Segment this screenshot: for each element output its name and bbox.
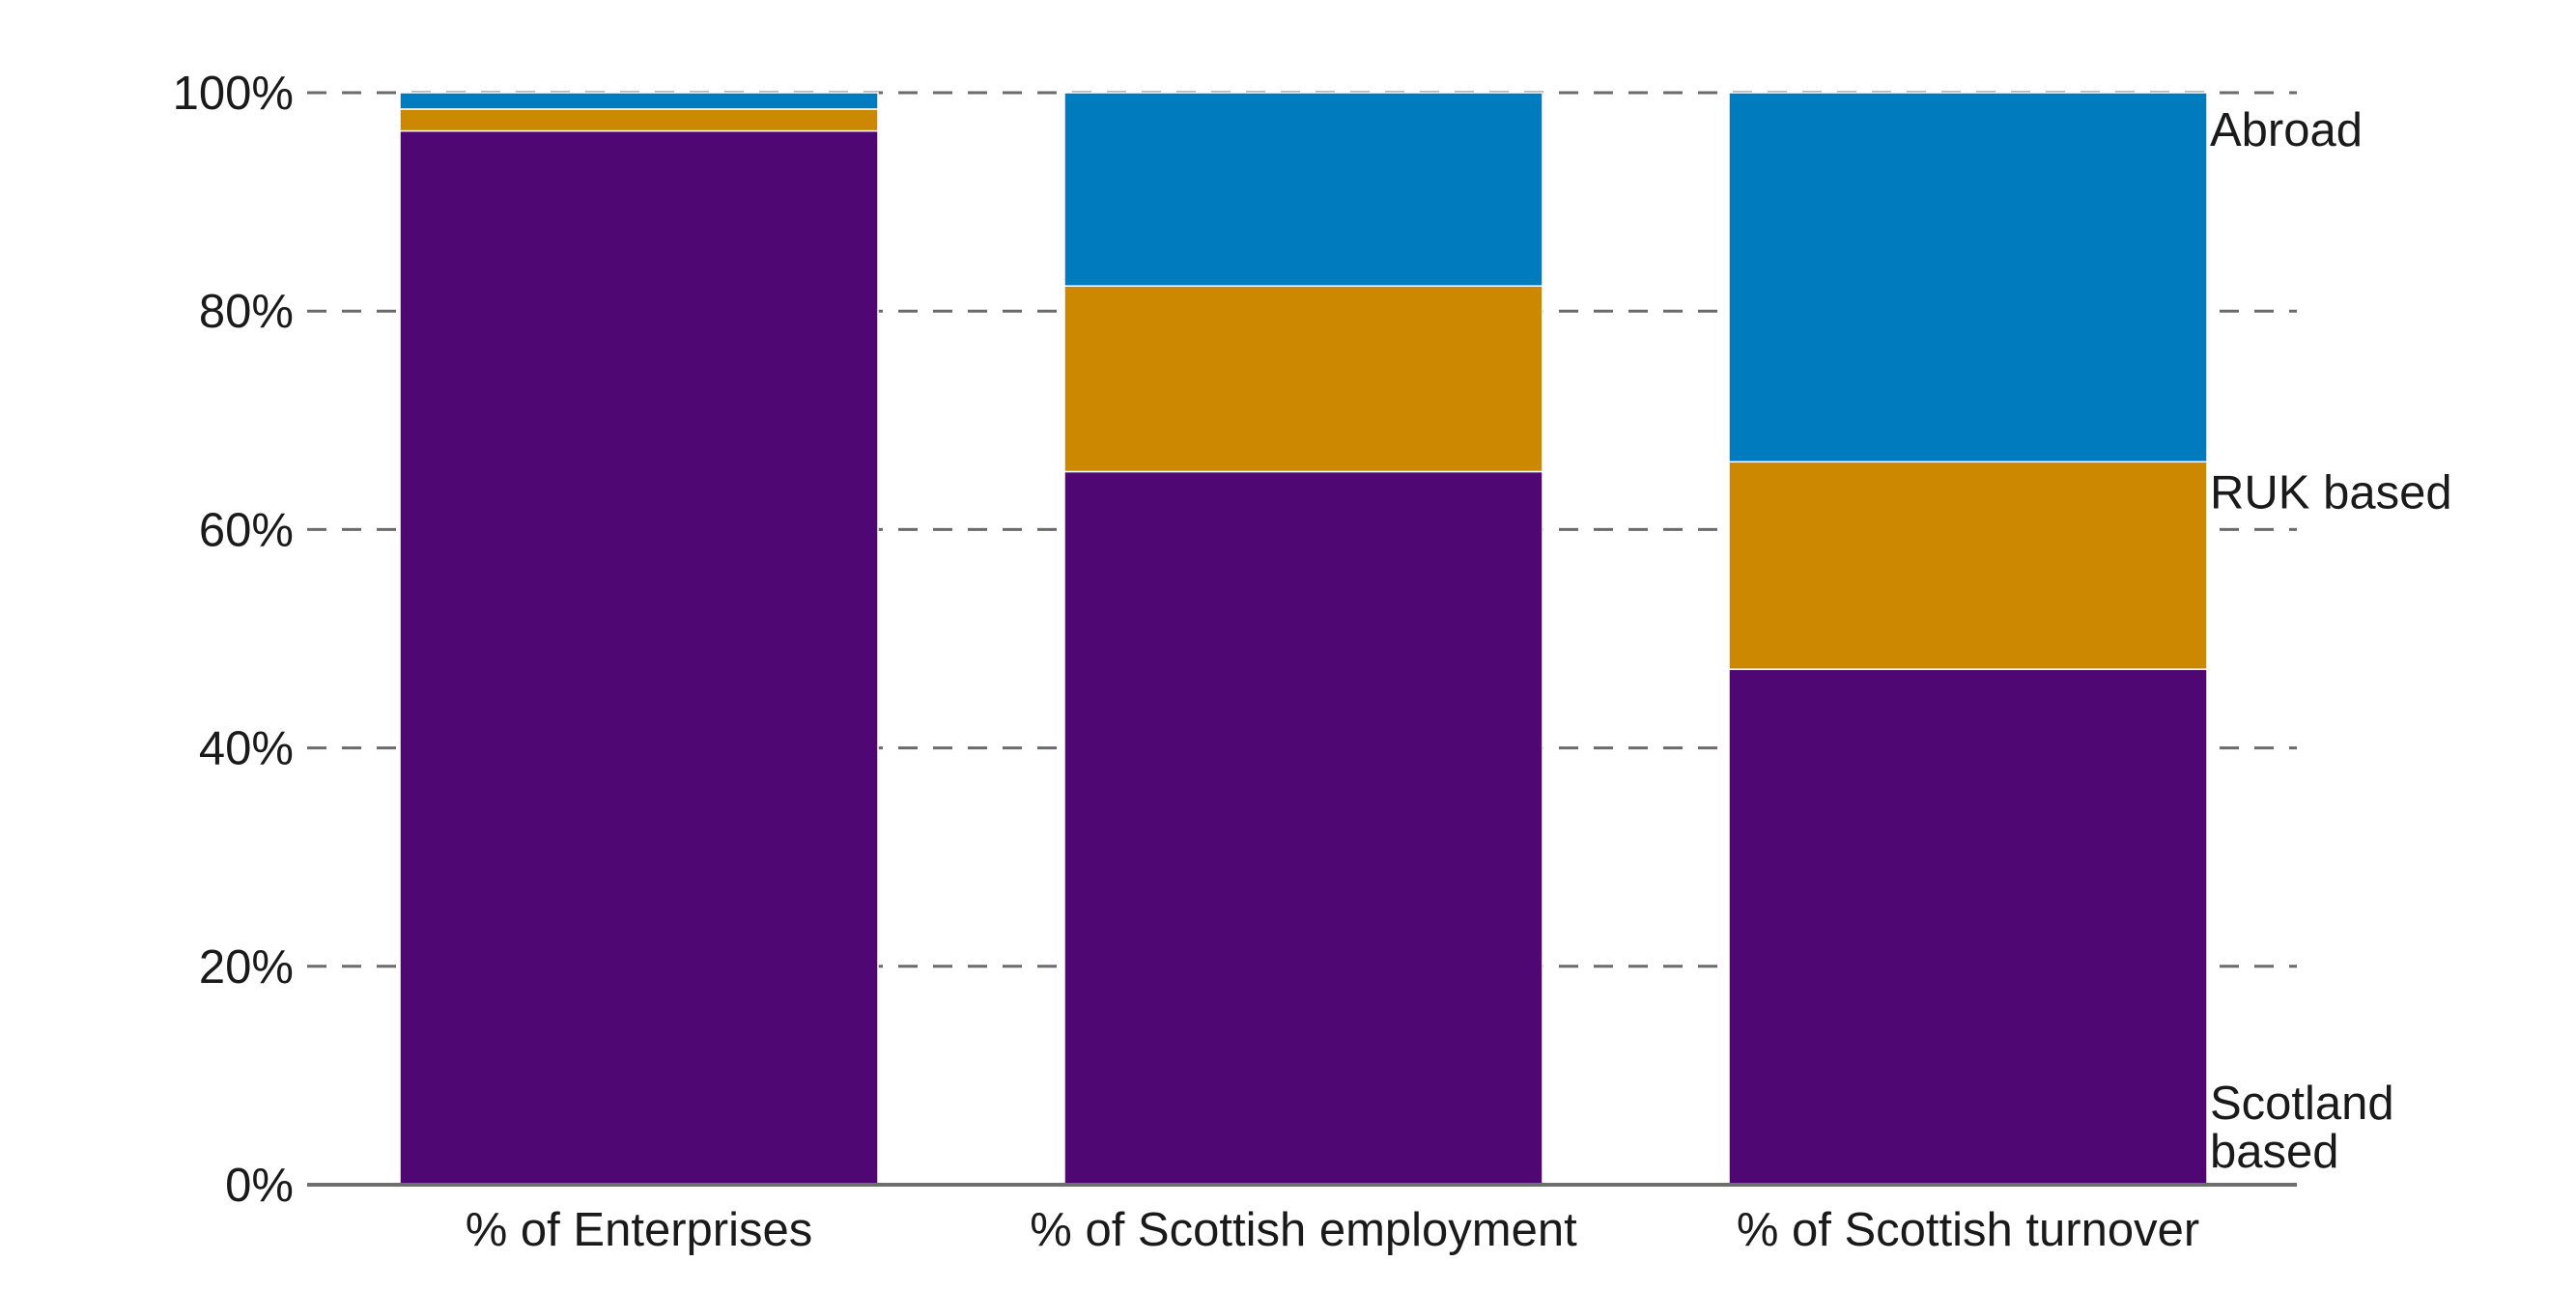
bar-segment-abroad-pct-of-scottish-turnover: [1728, 92, 2208, 463]
y-tick-label-40pct: 40%: [199, 723, 294, 775]
series-label-line: Abroad: [2210, 104, 2363, 156]
series-label-line: RUK based: [2210, 466, 2452, 518]
bar-segment-abroad-pct-of-scottish-employment: [1063, 92, 1543, 287]
y-tick-label-100pct: 100%: [173, 68, 294, 120]
y-tick-label-20pct: 20%: [199, 941, 294, 994]
series-label-line: Scotland: [2210, 1078, 2394, 1130]
x-category-label-pct-of-scottish-employment: % of Scottish employment: [1030, 1204, 1577, 1256]
series-label-ruk-based: RUK based: [2210, 466, 2452, 518]
y-tick-label-80pct: 80%: [199, 286, 294, 338]
series-label-line: based: [2210, 1126, 2339, 1178]
x-category-label-pct-of-scottish-turnover: % of Scottish turnover: [1737, 1204, 2199, 1256]
bar-segment-scotland-based-pct-of-enterprises: [399, 129, 879, 1186]
series-label-scotland-based: Scotland based: [2210, 1078, 2394, 1178]
bars: [399, 92, 2208, 1186]
bar-segment-scotland-based-pct-of-scottish-employment: [1063, 470, 1543, 1186]
bar-segment-scotland-based-pct-of-scottish-turnover: [1728, 668, 2208, 1186]
y-tick-label-0pct: 0%: [225, 1160, 294, 1212]
y-tick-label-60pct: 60%: [199, 504, 294, 556]
bar-segment-ruk-based-pct-of-scottish-employment: [1063, 285, 1543, 473]
bar-segment-abroad-pct-of-enterprises: [399, 92, 879, 110]
x-category-label-pct-of-enterprises: % of Enterprises: [466, 1204, 813, 1256]
labels: 0% 20% 40% 60% 80% 100% % of Enterprises % of S…: [173, 68, 2452, 1256]
bar-segment-ruk-based-pct-of-scottish-turnover: [1728, 461, 2208, 670]
bar-segment-ruk-based-pct-of-enterprises: [399, 108, 879, 132]
series-label-abroad: Abroad: [2210, 104, 2363, 156]
